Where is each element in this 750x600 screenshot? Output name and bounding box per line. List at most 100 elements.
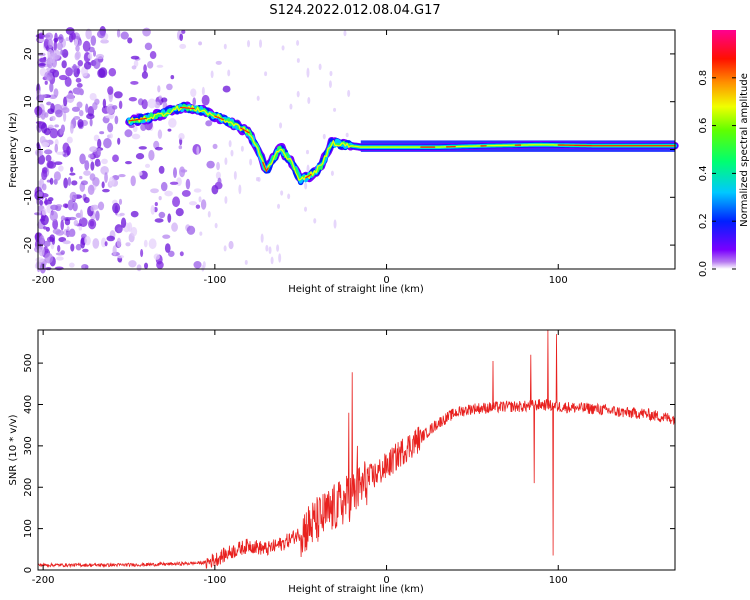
spectrogram-noise-blob (102, 98, 107, 109)
spectrogram-noise-blob (131, 133, 141, 140)
spectrogram-noise-blob (161, 97, 168, 103)
spectrogram-noise-blob (179, 251, 184, 257)
spectrogram-noise-blob (56, 256, 64, 261)
spectrogram-noise-blob (59, 128, 64, 136)
spectrogram-noise-blob (148, 149, 155, 161)
spectrogram-noise-blob (117, 254, 125, 259)
spectrogram-noise-blob (207, 211, 211, 218)
spectrogram-noise-blob (55, 229, 65, 236)
spectrogram-noise-blob (214, 222, 218, 229)
spectrogram-noise-blob (105, 114, 114, 119)
spectrogram-noise-blob (130, 175, 136, 187)
spectrogram-noise-blob (257, 176, 261, 182)
spectrogram-noise-blob (179, 43, 187, 49)
spectrogram-noise-blob (347, 89, 351, 98)
spectrogram-noise-blob (49, 234, 56, 242)
spectrogram-noise-blob (181, 29, 186, 34)
spectrogram-noise-blob (82, 40, 91, 52)
spectrogram-noise-blob (141, 99, 148, 110)
spectrogram-noise-blob (34, 148, 44, 157)
spectrogram-noise-blob (265, 244, 269, 252)
spectrogram-noise-blob (54, 124, 59, 128)
spectrogram-noise-blob (75, 45, 80, 52)
spectrogram-noise-blob (307, 97, 311, 104)
spectrogram-noise-blob (44, 80, 48, 85)
spectrogram-noise-blob (158, 165, 165, 174)
spectrogram-noise-blob (36, 191, 43, 198)
spectrogram-noise-blob (124, 129, 133, 138)
spectrogram-noise-blob (89, 118, 93, 127)
spectrogram-noise-blob (40, 214, 49, 226)
spectrogram-noise-blob (53, 37, 59, 43)
spectrogram-noise-blob (138, 171, 143, 176)
spectrogram-noise-blob (44, 112, 49, 118)
spectrogram-noise-blob (63, 111, 67, 122)
spectrogram-noise-blob (140, 249, 144, 258)
spectrogram-y-tick-label: 20 (23, 48, 34, 61)
spectrogram-noise-blob (249, 158, 253, 166)
spectrogram-noise-blob (179, 33, 184, 42)
spectrogram-noise-blob (224, 157, 228, 165)
spectrogram-noise-blob (259, 39, 263, 48)
spectrogram-noise-blob (162, 234, 171, 239)
spectrogram-noise-blob (147, 61, 154, 69)
spectrogram-noise-blob (268, 246, 272, 254)
spectrogram-noise-blob (247, 40, 251, 48)
spectrogram-noise-blob (217, 177, 222, 185)
spectrogram-noise-blob (71, 106, 81, 112)
spectrogram-noise-blob (66, 92, 75, 104)
spectrogram-noise-blob (70, 32, 76, 40)
spectrogram-noise-blob (92, 58, 101, 70)
colorbar-label: Normalized spectral amplitude (739, 73, 750, 227)
spectrogram-noise-blob (167, 250, 175, 257)
spectrogram-noise-blob (106, 235, 115, 242)
spectrogram-noise-blob (72, 63, 78, 73)
spectrogram-noise-blob (167, 213, 172, 223)
spectrogram-noise-blob (67, 199, 74, 211)
spectrogram-ridge (125, 101, 679, 186)
figure-title: S124.2022.012.08.04.G17 (269, 3, 440, 18)
spectrogram-noise-blob (86, 113, 95, 120)
spectrogram-noise-blob (343, 30, 347, 37)
spectrogram-noise-blob (49, 52, 56, 64)
spectrogram-noise-blob (56, 42, 63, 51)
spectrogram-noise-blob (76, 68, 81, 75)
spectrogram-noise-blob (117, 226, 123, 234)
spectrogram-noise-blob (52, 218, 59, 230)
snr-x-ticks: -200 -100 0 100 (32, 330, 568, 586)
spectrogram-noise-blob (136, 264, 142, 272)
spectrogram-noise-blob (260, 233, 264, 243)
snr-y-tick-label: 500 (23, 354, 34, 373)
spectrogram-noise-blob (66, 226, 70, 232)
spectrogram-noise-blob (99, 131, 105, 135)
spectrogram-noise-blob (67, 216, 77, 221)
spectrogram-noise-blob (160, 181, 168, 192)
spectrogram-ridge-peak (262, 161, 269, 173)
spectrogram-noise-blob (240, 145, 244, 152)
spectrogram-ridge-peak (214, 115, 224, 121)
spectrogram-noise-blob (69, 191, 77, 202)
spectrogram-noise-blob (164, 190, 173, 197)
spectrogram-noise-blob (83, 170, 91, 176)
spectrogram-noise-blob (41, 208, 47, 216)
spectrogram-noise-blob (97, 68, 106, 79)
spectrogram-noise-blob (60, 250, 66, 255)
spectrogram-noise-blob (100, 166, 109, 175)
spectrogram-noise-blob (170, 74, 175, 80)
spectrogram-noise-blob (92, 238, 100, 249)
spectrogram-ridge-peak (240, 127, 250, 134)
spectrogram-noise-blob (188, 201, 197, 206)
spectrogram-noise-blob (244, 259, 248, 265)
spectrogram-noise-blob (73, 219, 79, 227)
spectrogram-noise-blob (198, 196, 202, 203)
spectrogram-noise-blob (67, 176, 72, 186)
spectrogram-noise-blob (44, 149, 53, 155)
spectrogram-noise-blob (79, 153, 86, 165)
spectrogram-noise-blob (90, 205, 95, 212)
spectrogram-noise-blob (63, 96, 68, 107)
spectrogram-noise-blob (142, 27, 151, 37)
spectrogram-noise-blob (114, 115, 119, 125)
snr-x-tick-label: -100 (203, 575, 226, 586)
spectrogram-noise-blob (130, 80, 139, 85)
spectrogram-noise-blob (81, 264, 89, 270)
